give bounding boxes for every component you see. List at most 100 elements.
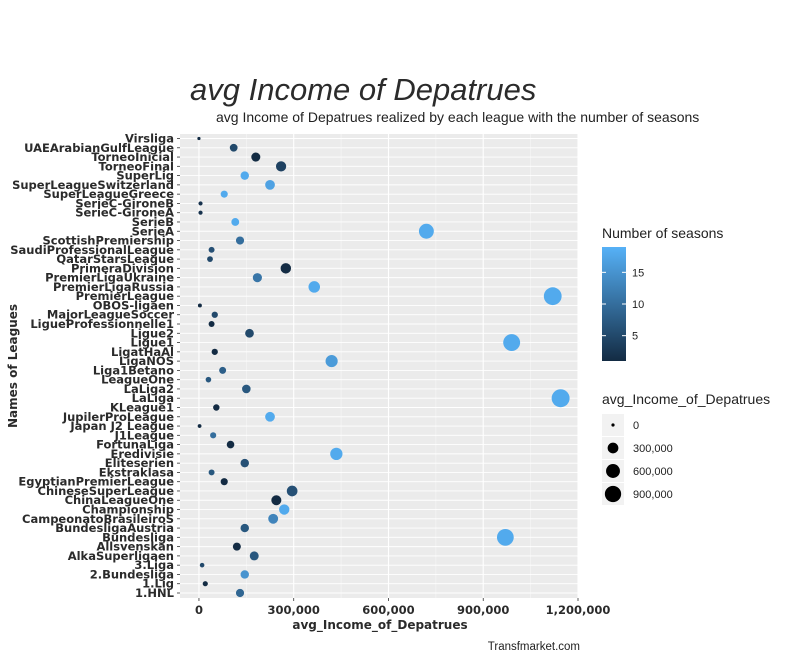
league-point: [330, 447, 343, 461]
size-legend-title: avg_Income_of_Depatrues: [602, 391, 770, 407]
x-tick-label: 0: [195, 603, 203, 617]
y-tick-label: SuperLeagueSwitzerland: [12, 178, 174, 192]
league-point: [240, 523, 249, 533]
league-point: [210, 432, 217, 439]
league-point: [213, 404, 220, 411]
y-tick-label: CampeonatoBrasileiroS: [22, 512, 174, 526]
y-tick-label: SerieB: [132, 215, 174, 229]
y-tick-label: ChinaLeagueOne: [65, 493, 175, 507]
league-point: [249, 551, 259, 561]
y-axis-tick-labels: VirsligaUAEArabianGulfLeagueTorneoInicia…: [10, 132, 180, 600]
y-tick-label: SerieC-GironeA: [75, 206, 174, 220]
league-point: [232, 542, 241, 551]
y-tick-label: ChineseSuperLeague: [38, 484, 175, 498]
y-tick-label: Ekstraklasa: [99, 465, 174, 479]
league-point: [551, 389, 570, 408]
league-point: [325, 355, 338, 368]
league-point: [211, 348, 218, 355]
color-legend-label: 15: [632, 267, 644, 279]
y-tick-label: MajorLeagueSoccer: [47, 308, 174, 322]
y-tick-label: LigaNOS: [119, 354, 174, 368]
size-legend-label: 0: [633, 420, 639, 432]
y-tick-label: OBOS-ligaen: [93, 298, 174, 312]
league-point: [208, 246, 215, 253]
league-point: [418, 223, 434, 239]
y-tick-label: LigueProfessionnelle1: [30, 317, 174, 331]
color-legend-label: 5: [632, 331, 638, 343]
color-legend-title: Number of seasons: [602, 225, 723, 241]
size-legend-dot: [607, 442, 619, 454]
y-tick-label: Championship: [82, 503, 174, 517]
y-tick-label: LaLiga2: [124, 382, 174, 396]
y-tick-label: QatarStarsLeague: [56, 252, 174, 266]
league-point: [219, 366, 227, 374]
league-point: [199, 562, 205, 568]
y-tick-label: AlkaSuperligaen: [68, 549, 174, 563]
league-point: [235, 236, 245, 245]
league-point: [279, 504, 290, 515]
y-tick-label: Eliteserien: [105, 456, 174, 470]
y-tick-label: PremierLigaUkraine: [45, 271, 174, 285]
league-point: [252, 273, 262, 283]
y-tick-label: Allsvenskan: [96, 540, 174, 554]
y-tick-label: FortunaLiga: [96, 438, 174, 452]
x-tick-label: 900,000: [457, 603, 509, 617]
league-point: [220, 190, 228, 198]
league-point: [268, 513, 279, 524]
size-legend-label: 300,000: [633, 443, 673, 455]
league-point: [265, 411, 275, 422]
league-point: [198, 210, 203, 215]
league-point: [229, 143, 238, 152]
league-point: [202, 581, 208, 587]
league-point: [286, 485, 298, 497]
league-point: [207, 256, 213, 262]
size-legend: 0 300,000 600,000 900,000: [602, 414, 673, 505]
league-point: [240, 458, 249, 468]
y-tick-label: BundesligaAustria: [55, 521, 174, 535]
y-tick-label: JupilerProLeague: [62, 410, 174, 424]
y-tick-label: EgyptianPremierLeague: [18, 475, 174, 489]
y-tick-label: SuperLig: [116, 169, 174, 183]
y-tick-label: LeagueOne: [101, 373, 174, 387]
x-axis-tick-labels: 0 300,000 600,000 900,000 1,200,000: [195, 598, 610, 617]
league-point: [208, 469, 215, 476]
y-tick-label: LaLiga: [132, 391, 174, 405]
league-point: [197, 424, 202, 428]
y-tick-label: PremierLeague: [76, 289, 175, 303]
league-point: [197, 303, 202, 308]
y-tick-label: Eredivisie: [110, 447, 174, 461]
league-point: [275, 161, 287, 172]
y-tick-label: TorneoFinal: [99, 159, 174, 173]
league-point: [240, 171, 249, 180]
chart-caption: Transfmarket.com: [488, 641, 580, 653]
league-point: [205, 376, 212, 383]
size-legend-dot: [606, 464, 620, 478]
x-tick-label: 600,000: [362, 603, 414, 617]
y-tick-label: 3.Liga: [134, 558, 174, 572]
league-point: [308, 281, 321, 293]
league-point: [496, 528, 514, 546]
color-legend-ticks: 5 10 15: [602, 267, 644, 343]
y-tick-label: J1League: [114, 428, 175, 442]
y-tick-label: SerieC-GironeB: [75, 196, 174, 210]
size-legend-dot: [604, 485, 622, 503]
league-point: [242, 384, 251, 394]
y-tick-label: UAEArabianGulfLeague: [24, 141, 174, 155]
league-point: [226, 440, 235, 449]
league-point: [198, 201, 203, 206]
y-tick-label: Bundesliga: [102, 530, 174, 544]
y-tick-label: 2.Bundesliga: [90, 567, 174, 581]
y-tick-label: 1.HNL: [135, 586, 175, 600]
y-tick-label: TorneoInicial: [91, 150, 174, 164]
x-tick-label: 300,000: [268, 603, 320, 617]
y-tick-label: PremierLigaRussia: [53, 280, 174, 294]
y-tick-label: PrimeraDivision: [71, 261, 174, 275]
y-axis-title: Names of Leagues: [6, 304, 20, 428]
league-point: [211, 311, 218, 318]
y-tick-label: ScottishPremiership: [43, 234, 174, 248]
chart-title: avg Income of Depatrues: [190, 72, 536, 107]
y-tick-label: Liga1Betano: [93, 363, 174, 377]
league-point: [245, 328, 254, 338]
size-legend-label: 600,000: [633, 466, 673, 478]
